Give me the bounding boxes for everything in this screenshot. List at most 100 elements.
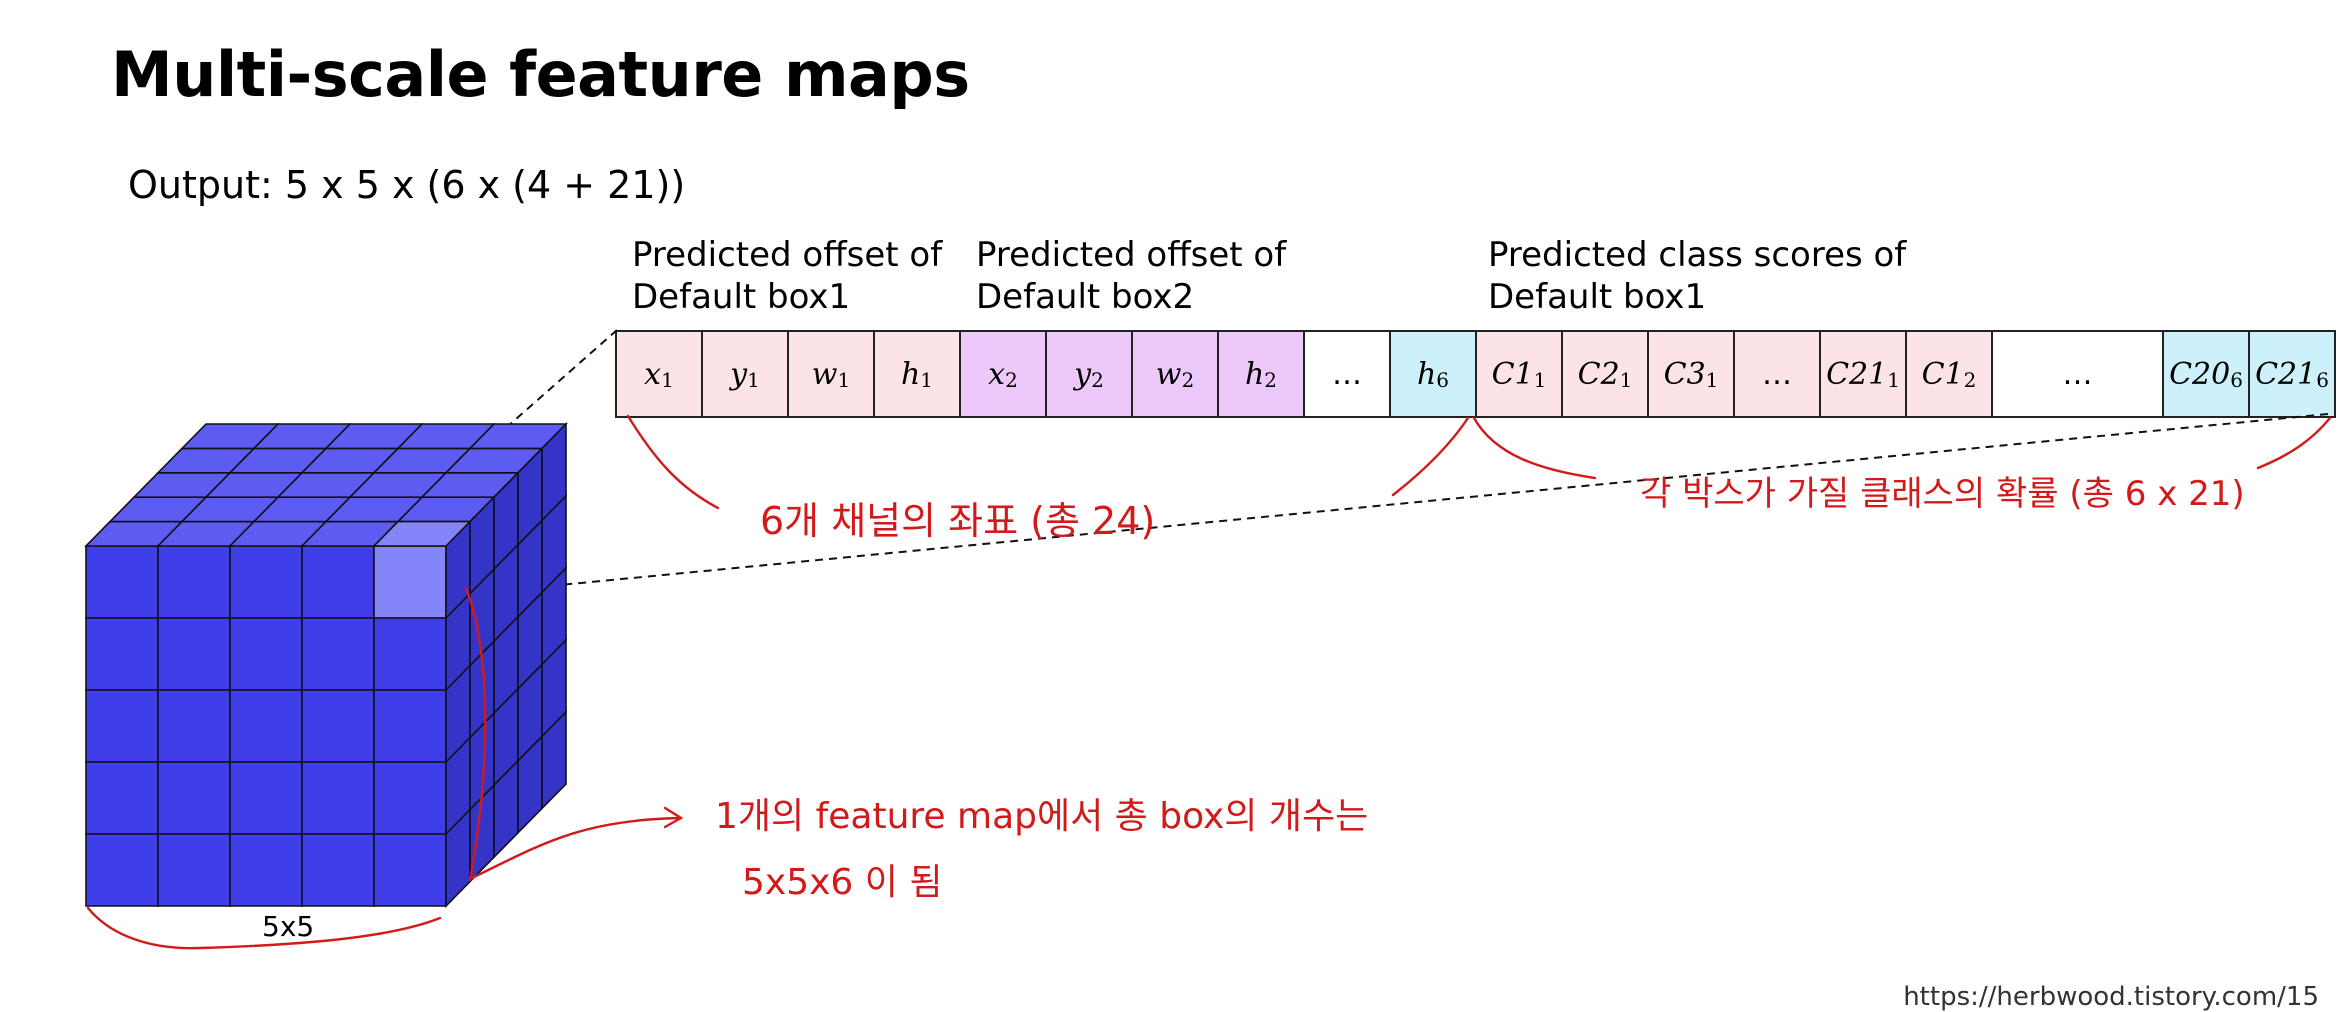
channel-cell-subscript: 6 xyxy=(1436,368,1450,392)
channel-cell: C1 1 xyxy=(1477,332,1563,416)
coords-bracket xyxy=(626,414,720,510)
cube-front-cell xyxy=(373,689,447,763)
channel-cell: C3 1 xyxy=(1649,332,1735,416)
header-box1-offset-line1: Predicted offset of xyxy=(632,235,943,275)
channel-cell-symbol: y xyxy=(730,356,748,392)
header-box1-class-line1: Predicted class scores of xyxy=(1488,235,1907,275)
channel-cell-subscript: 1 xyxy=(1619,368,1633,392)
cube-front-cell xyxy=(85,689,159,763)
channel-cell-symbol: x xyxy=(988,356,1006,392)
cube-front-cell xyxy=(157,689,231,763)
channel-cell-subscript: 6 xyxy=(2316,368,2329,392)
channel-cell: C21 1 xyxy=(1821,332,1907,416)
header-box1-offset-line2: Default box1 xyxy=(632,277,851,317)
header-box1-class-line2: Default box1 xyxy=(1488,277,1707,317)
cube-size-label: 5x5 xyxy=(262,910,315,943)
cube-front-cell xyxy=(85,833,159,907)
coords-bracket-end xyxy=(1391,416,1470,497)
projection-line-bottom xyxy=(445,413,2329,597)
channel-cell: … xyxy=(1305,332,1391,416)
cube-front-cell xyxy=(85,617,159,691)
cube-front-cell xyxy=(157,617,231,691)
output-formula: Output: 5 x 5 x (6 x (4 + 21)) xyxy=(128,163,686,207)
cube-front-cell xyxy=(373,833,447,907)
cube-front-cell xyxy=(301,761,375,835)
class-bracket-end xyxy=(2256,416,2332,470)
channel-cell-symbol: … xyxy=(1332,356,1362,392)
coords-note: 6개 채널의 좌표 (총 24) xyxy=(760,499,1156,543)
channel-cell-symbol: C2 xyxy=(1577,356,1620,392)
channel-cell-symbol: C20 xyxy=(2169,356,2231,392)
channel-cell-symbol: w xyxy=(811,356,838,392)
cube-front-cell xyxy=(85,545,159,619)
channel-cell-symbol: … xyxy=(1762,356,1792,392)
channel-cell-subscript: 1 xyxy=(661,368,674,392)
channel-cell-subscript: 1 xyxy=(747,368,760,392)
box-count-note-line2: 5x5x6 이 됨 xyxy=(742,862,943,903)
cube-front-cell xyxy=(157,761,231,835)
channel-cell-symbol: C1 xyxy=(1491,356,1534,392)
source-url: https://herbwood.tistory.com/15 xyxy=(1903,982,2319,1012)
channel-cell-subscript: 1 xyxy=(1705,368,1719,392)
channel-cell-symbol: h xyxy=(1416,356,1437,392)
header-box1-offset: Predicted offset of Default box1 xyxy=(632,234,942,318)
channel-cell: C2 1 xyxy=(1563,332,1649,416)
output-channel-strip: x 1 y 1 w 1 h 1 x 2 y 2 w 2 h 2… h 6 C1 1 C2 1 C3 1… C21 1 C1 2… C20… xyxy=(615,330,2336,418)
cube-front-cell xyxy=(229,689,303,763)
channel-cell-subscript: 1 xyxy=(837,368,851,392)
channel-cell-symbol: h xyxy=(1244,356,1265,392)
channel-cell-subscript: 1 xyxy=(920,368,934,392)
header-box2-offset-line2: Default box2 xyxy=(976,277,1195,317)
channel-cell-symbol: C21 xyxy=(2255,356,2317,392)
channel-cell-subscript: 2 xyxy=(1091,368,1104,392)
channel-cell-subscript: 2 xyxy=(1963,368,1977,392)
header-box1-class: Predicted class scores of Default box1 xyxy=(1488,234,1906,318)
channel-cell-subscript: 2 xyxy=(1005,368,1018,392)
channel-cell-subscript: 1 xyxy=(1533,368,1547,392)
class-bracket-start xyxy=(1472,416,1597,480)
channel-cell: … xyxy=(1735,332,1821,416)
highlighted-cell xyxy=(373,545,447,619)
channel-cell-symbol: C1 xyxy=(1921,356,1964,392)
channel-cell: C1 2 xyxy=(1907,332,1993,416)
cube-front-cell xyxy=(301,689,375,763)
channel-cell-symbol: … xyxy=(2062,356,2093,392)
arrow-curve xyxy=(470,816,682,880)
cube-side-cell xyxy=(541,710,567,811)
cube-front-cell xyxy=(229,617,303,691)
cube-front-cell xyxy=(301,545,375,619)
channel-cell-symbol: w xyxy=(1155,356,1182,392)
header-box2-offset: Predicted offset of Default box2 xyxy=(976,234,1286,318)
channel-cell-symbol: h xyxy=(900,356,921,392)
cube-width-brace xyxy=(86,906,442,950)
cube-front-cell xyxy=(301,833,375,907)
channel-cell-subscript: 2 xyxy=(1264,368,1278,392)
channel-cell: C21 6 xyxy=(2250,332,2336,416)
class-prob-note: 각 박스가 가질 클래스의 확률 (총 6 x 21) xyxy=(1640,474,2245,514)
arrow-head xyxy=(663,806,684,829)
cube-front-cell xyxy=(85,761,159,835)
cube-front-cell xyxy=(373,761,447,835)
cube-front-cell xyxy=(229,545,303,619)
channel-cell-symbol: C3 xyxy=(1663,356,1706,392)
channel-cell-symbol: y xyxy=(1074,356,1092,392)
channel-cell-symbol: x xyxy=(644,356,662,392)
cube-front-cell xyxy=(229,761,303,835)
channel-cell: C20 6 xyxy=(2164,332,2250,416)
header-box2-offset-line1: Predicted offset of xyxy=(976,235,1287,275)
cube-front-cell xyxy=(157,833,231,907)
cube-front-cell xyxy=(373,617,447,691)
cube-front-cell xyxy=(229,833,303,907)
cube-front-cell xyxy=(301,617,375,691)
box-count-note-line1: 1개의 feature map에서 총 box의 개수는 xyxy=(715,796,1369,837)
channel-cell-subscript: 6 xyxy=(2230,368,2243,392)
